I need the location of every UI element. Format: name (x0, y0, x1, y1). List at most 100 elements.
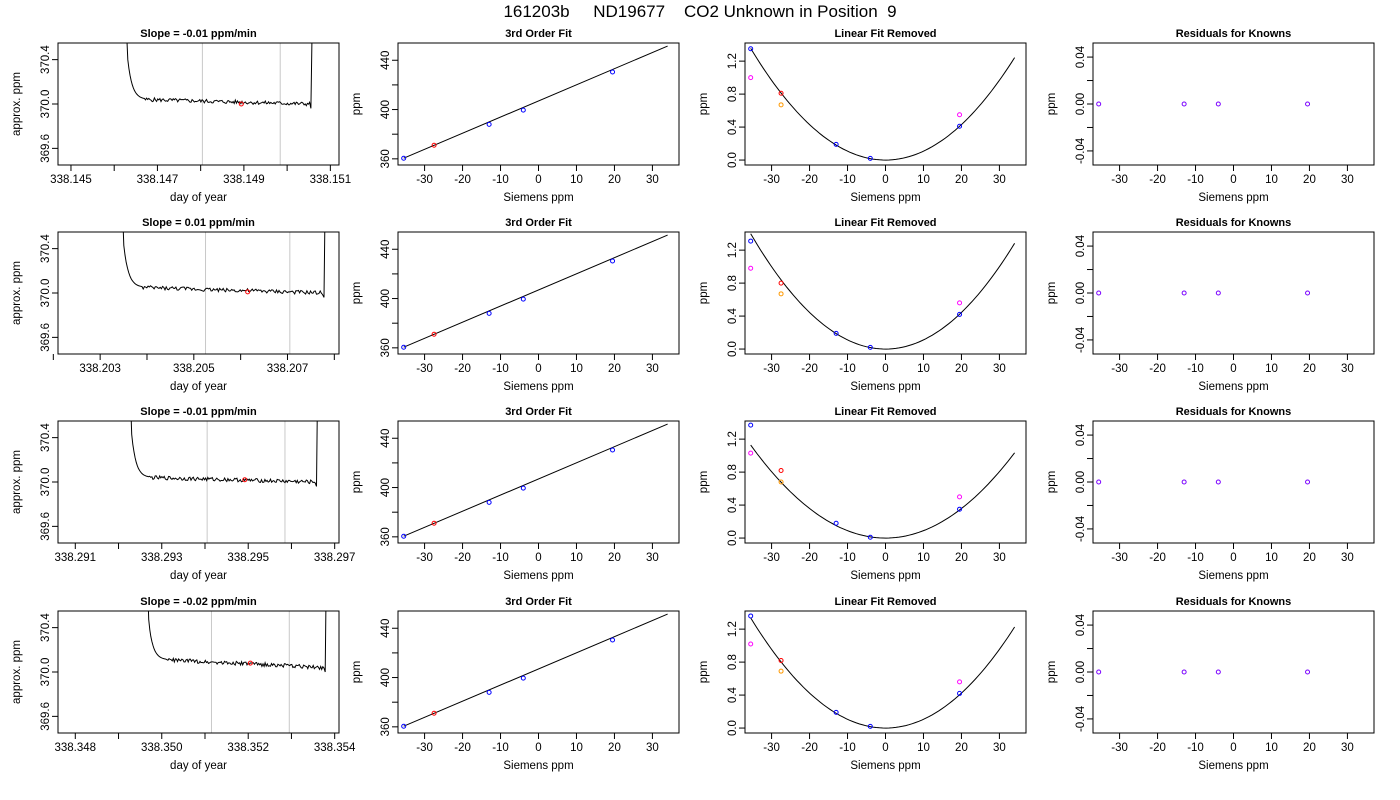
y-tick-label: 370.4 (40, 45, 52, 74)
y-tick-label: 0.8 (727, 654, 739, 670)
x-tick-label: 20 (608, 742, 621, 754)
x-tick-label: 10 (1265, 552, 1278, 564)
y-tick-label: 360 (380, 149, 392, 168)
chart-title: 3rd Order Fit (505, 406, 572, 418)
x-tick-label: 0 (882, 174, 888, 186)
y-tick-label: 370.0 (40, 90, 52, 119)
chart-title: Residuals for Knowns (1176, 217, 1292, 229)
y-tick-label: 0.0 (727, 341, 739, 357)
data-point (401, 723, 407, 729)
x-tick-label: 338.352 (227, 742, 269, 754)
plot-frame (744, 610, 1027, 734)
chart-title: 3rd Order Fit (505, 217, 572, 229)
x-tick-label: 0 (882, 363, 888, 375)
chart-panel-3-2: 3rd Order Fit -30 -20 -10 0 10 20 30 360 400 440 Si… (351, 406, 680, 582)
x-tick-label: 0 (535, 363, 541, 375)
data-point (486, 121, 492, 127)
y-tick-label: 360 (380, 527, 392, 546)
mean-marker (238, 101, 244, 107)
plot-frame (57, 231, 340, 355)
x-tick-label: -20 (1149, 552, 1166, 564)
x-tick-label: 30 (1341, 174, 1354, 186)
data-point (748, 450, 754, 456)
x-tick-label: -20 (454, 363, 471, 375)
x-axis-label: day of year (170, 570, 227, 582)
x-tick-label: 20 (608, 552, 621, 564)
data-point (833, 709, 839, 715)
x-axis-label: Siemens ppm (503, 381, 573, 393)
x-axis-label: day of year (170, 760, 227, 772)
chart-panel-2-2: 3rd Order Fit -30 -20 -10 0 10 20 30 360 400 440 Si… (351, 217, 680, 393)
plot-frame (1092, 610, 1375, 734)
data-point (1215, 290, 1221, 296)
x-tick-label: 338.295 (227, 552, 269, 564)
x-tick-label: 20 (608, 363, 621, 375)
y-tick-label: 1.2 (727, 621, 739, 637)
x-tick-label: -30 (1111, 742, 1128, 754)
data-point (1096, 669, 1102, 675)
y-axis-label: ppm (351, 471, 363, 493)
chart-title: Residuals for Knowns (1176, 406, 1292, 418)
y-tick-label: 0.4 (727, 686, 739, 703)
data-point (431, 710, 437, 716)
y-tick-label: 0.0 (727, 530, 739, 546)
x-tick-label: -10 (839, 363, 856, 375)
chart-title: Slope = 0.01 ppm/min (142, 217, 255, 229)
data-point (748, 641, 754, 647)
y-tick-label: -0.04 (1075, 326, 1087, 353)
mean-marker (247, 660, 253, 666)
data-point (1215, 101, 1221, 107)
data-point (748, 265, 754, 271)
y-tick-label: 360 (380, 717, 392, 736)
x-tick-label: -20 (801, 363, 818, 375)
y-axis-label: ppm (1046, 282, 1058, 304)
x-tick-label: 10 (570, 363, 583, 375)
y-tick-label: 1.2 (727, 53, 739, 69)
y-tick-label: 0.4 (727, 307, 739, 324)
y-tick-label: 0.04 (1075, 234, 1087, 257)
data-point (778, 668, 784, 674)
plot-area (401, 45, 668, 161)
x-tick-label: 20 (955, 174, 968, 186)
x-tick-label: 20 (955, 363, 968, 375)
x-tick-label: -10 (492, 174, 509, 186)
x-tick-label: -20 (801, 742, 818, 754)
data-point (957, 679, 963, 685)
data-point (1305, 101, 1311, 107)
plot-area (1096, 669, 1311, 675)
plot-frame (1092, 420, 1375, 544)
fit-line (403, 613, 668, 727)
x-tick-label: 10 (917, 552, 930, 564)
x-tick-label: 338.207 (267, 363, 309, 375)
plot-area (126, 43, 313, 165)
page-title: 161203b ND19677 CO2 Unknown in Position … (503, 2, 897, 21)
data-point (1096, 479, 1102, 485)
y-tick-label: 0.00 (1075, 282, 1087, 304)
data-point (431, 331, 437, 337)
y-tick-label: 400 (380, 478, 392, 497)
data-point (833, 520, 839, 526)
plot-frame (57, 420, 340, 544)
x-tick-label: 20 (955, 742, 968, 754)
x-tick-label: 30 (993, 363, 1006, 375)
chart-panel-1-3: Linear Fit Removed -30 -20 -10 0 10 20 30 0.0 0.4… (698, 28, 1027, 204)
mean-marker (242, 477, 248, 483)
y-axis-label: ppm (698, 471, 710, 493)
y-tick-label: 0.04 (1075, 423, 1087, 446)
x-tick-label: 338.145 (50, 174, 92, 186)
data-point (486, 689, 492, 695)
x-axis-label: Siemens ppm (1198, 381, 1268, 393)
x-tick-label: 30 (646, 363, 659, 375)
x-axis-label: Siemens ppm (1198, 760, 1268, 772)
x-tick-label: -10 (492, 363, 509, 375)
data-point (1181, 669, 1187, 675)
chart-panel-4-3: Linear Fit Removed -30 -20 -10 0 10 20 30 0.0 0.4… (698, 596, 1027, 772)
data-point (486, 310, 492, 316)
data-point (1305, 290, 1311, 296)
chart-title: Slope = -0.02 ppm/min (140, 596, 257, 608)
y-axis-label: ppm (351, 661, 363, 683)
x-axis-label: Siemens ppm (1198, 192, 1268, 204)
y-tick-label: 369.6 (40, 323, 52, 352)
y-tick-label: 369.6 (40, 702, 52, 731)
x-tick-label: 10 (917, 742, 930, 754)
